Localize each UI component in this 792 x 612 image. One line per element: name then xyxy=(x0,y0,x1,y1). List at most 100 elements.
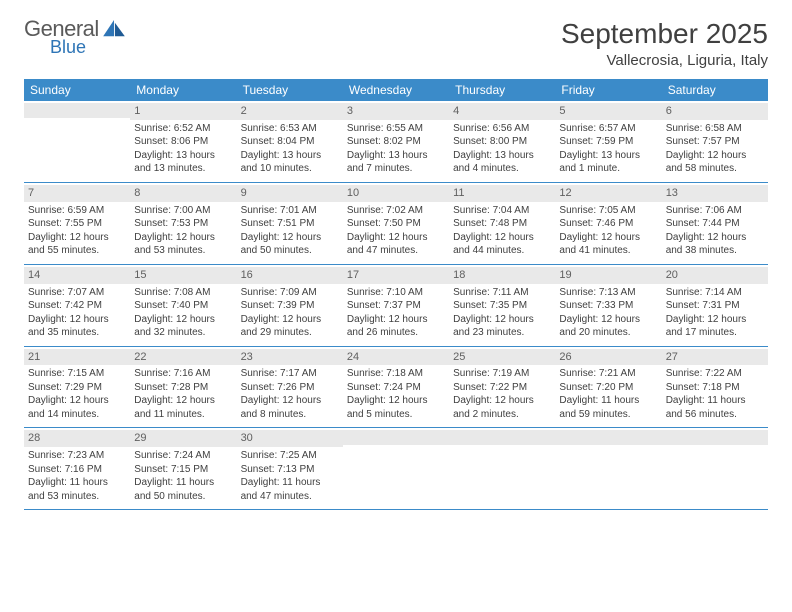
day-info-line: Daylight: 12 hours xyxy=(453,231,551,245)
day-info-line: and 2 minutes. xyxy=(453,408,551,422)
day-cell: 2Sunrise: 6:53 AMSunset: 8:04 PMDaylight… xyxy=(237,101,343,182)
day-info-line: and 5 minutes. xyxy=(347,408,445,422)
day-cell xyxy=(555,428,661,509)
day-info-line: Daylight: 12 hours xyxy=(666,149,764,163)
location-subtitle: Vallecrosia, Liguria, Italy xyxy=(561,52,768,69)
day-number: 19 xyxy=(555,267,661,284)
day-info-line: Sunset: 7:15 PM xyxy=(134,463,232,477)
day-cell: 27Sunrise: 7:22 AMSunset: 7:18 PMDayligh… xyxy=(662,347,768,428)
day-cell xyxy=(662,428,768,509)
day-cell: 9Sunrise: 7:01 AMSunset: 7:51 PMDaylight… xyxy=(237,183,343,264)
day-number: 11 xyxy=(449,185,555,202)
weekday-header-row: SundayMondayTuesdayWednesdayThursdayFrid… xyxy=(24,79,768,101)
day-info-line: Daylight: 12 hours xyxy=(559,313,657,327)
day-number: 10 xyxy=(343,185,449,202)
weekday-header: Tuesday xyxy=(237,79,343,101)
day-info-line: Daylight: 12 hours xyxy=(134,313,232,327)
day-info-line: Daylight: 13 hours xyxy=(241,149,339,163)
day-info-line: Sunrise: 7:05 AM xyxy=(559,204,657,218)
day-info-line: and 44 minutes. xyxy=(453,244,551,258)
day-cell: 14Sunrise: 7:07 AMSunset: 7:42 PMDayligh… xyxy=(24,265,130,346)
day-number: 17 xyxy=(343,267,449,284)
day-number: 5 xyxy=(555,103,661,120)
day-cell: 5Sunrise: 6:57 AMSunset: 7:59 PMDaylight… xyxy=(555,101,661,182)
day-cell: 29Sunrise: 7:24 AMSunset: 7:15 PMDayligh… xyxy=(130,428,236,509)
month-title: September 2025 xyxy=(561,18,768,50)
day-number: 16 xyxy=(237,267,343,284)
week-row: 21Sunrise: 7:15 AMSunset: 7:29 PMDayligh… xyxy=(24,347,768,429)
day-info-line: Sunrise: 6:57 AM xyxy=(559,122,657,136)
day-cell: 20Sunrise: 7:14 AMSunset: 7:31 PMDayligh… xyxy=(662,265,768,346)
day-info-line: Daylight: 12 hours xyxy=(666,231,764,245)
calendar-body: 1Sunrise: 6:52 AMSunset: 8:06 PMDaylight… xyxy=(24,101,768,510)
day-info-line: Daylight: 12 hours xyxy=(347,313,445,327)
day-info-line: Sunset: 7:20 PM xyxy=(559,381,657,395)
day-info-line: Daylight: 11 hours xyxy=(28,476,126,490)
header: General Blue September 2025 Vallecrosia,… xyxy=(24,18,768,69)
day-number: 9 xyxy=(237,185,343,202)
day-cell xyxy=(343,428,449,509)
day-info-line: Sunrise: 6:58 AM xyxy=(666,122,764,136)
day-info-line: Daylight: 12 hours xyxy=(134,394,232,408)
day-info-line: and 10 minutes. xyxy=(241,162,339,176)
day-info-line: Sunset: 7:13 PM xyxy=(241,463,339,477)
day-cell: 13Sunrise: 7:06 AMSunset: 7:44 PMDayligh… xyxy=(662,183,768,264)
day-info-line: Sunrise: 7:10 AM xyxy=(347,286,445,300)
day-info-line: Sunrise: 7:02 AM xyxy=(347,204,445,218)
day-cell: 8Sunrise: 7:00 AMSunset: 7:53 PMDaylight… xyxy=(130,183,236,264)
day-cell: 6Sunrise: 6:58 AMSunset: 7:57 PMDaylight… xyxy=(662,101,768,182)
day-info-line: Sunset: 7:29 PM xyxy=(28,381,126,395)
day-info-line: and 23 minutes. xyxy=(453,326,551,340)
day-info-line: Daylight: 13 hours xyxy=(453,149,551,163)
day-info-line: Sunset: 7:31 PM xyxy=(666,299,764,313)
day-info-line: and 38 minutes. xyxy=(666,244,764,258)
day-info-line: and 20 minutes. xyxy=(559,326,657,340)
day-cell xyxy=(24,101,130,182)
day-info-line: Sunrise: 7:06 AM xyxy=(666,204,764,218)
day-number xyxy=(449,430,555,445)
day-cell: 19Sunrise: 7:13 AMSunset: 7:33 PMDayligh… xyxy=(555,265,661,346)
day-info-line: Sunset: 7:16 PM xyxy=(28,463,126,477)
day-info-line: Sunset: 7:37 PM xyxy=(347,299,445,313)
weekday-header: Saturday xyxy=(662,79,768,101)
day-info-line: and 50 minutes. xyxy=(241,244,339,258)
day-info-line: Sunrise: 7:00 AM xyxy=(134,204,232,218)
day-info-line: Sunset: 7:57 PM xyxy=(666,135,764,149)
day-info-line: Sunset: 8:04 PM xyxy=(241,135,339,149)
day-number: 8 xyxy=(130,185,236,202)
day-info-line: and 53 minutes. xyxy=(28,490,126,504)
day-cell: 22Sunrise: 7:16 AMSunset: 7:28 PMDayligh… xyxy=(130,347,236,428)
day-info-line: Sunrise: 7:15 AM xyxy=(28,367,126,381)
day-info-line: Daylight: 12 hours xyxy=(559,231,657,245)
day-cell: 3Sunrise: 6:55 AMSunset: 8:02 PMDaylight… xyxy=(343,101,449,182)
day-info-line: Sunrise: 7:17 AM xyxy=(241,367,339,381)
day-info-line: Sunset: 7:59 PM xyxy=(559,135,657,149)
day-info-line: Sunrise: 7:18 AM xyxy=(347,367,445,381)
day-number xyxy=(343,430,449,445)
day-cell: 12Sunrise: 7:05 AMSunset: 7:46 PMDayligh… xyxy=(555,183,661,264)
day-info-line: Sunset: 8:06 PM xyxy=(134,135,232,149)
day-cell: 16Sunrise: 7:09 AMSunset: 7:39 PMDayligh… xyxy=(237,265,343,346)
day-number: 15 xyxy=(130,267,236,284)
day-cell: 7Sunrise: 6:59 AMSunset: 7:55 PMDaylight… xyxy=(24,183,130,264)
day-cell: 28Sunrise: 7:23 AMSunset: 7:16 PMDayligh… xyxy=(24,428,130,509)
day-cell: 11Sunrise: 7:04 AMSunset: 7:48 PMDayligh… xyxy=(449,183,555,264)
day-info-line: Daylight: 13 hours xyxy=(134,149,232,163)
day-info-line: Sunrise: 7:24 AM xyxy=(134,449,232,463)
day-info-line: Daylight: 11 hours xyxy=(666,394,764,408)
weekday-header: Thursday xyxy=(449,79,555,101)
day-info-line: Daylight: 13 hours xyxy=(347,149,445,163)
day-number xyxy=(662,430,768,445)
day-info-line: Sunset: 7:28 PM xyxy=(134,381,232,395)
day-info-line: and 35 minutes. xyxy=(28,326,126,340)
day-info-line: Sunrise: 6:59 AM xyxy=(28,204,126,218)
day-number: 26 xyxy=(555,349,661,366)
calendar: SundayMondayTuesdayWednesdayThursdayFrid… xyxy=(24,79,768,510)
week-row: 28Sunrise: 7:23 AMSunset: 7:16 PMDayligh… xyxy=(24,428,768,510)
day-info-line: and 47 minutes. xyxy=(241,490,339,504)
logo-word-blue: Blue xyxy=(50,38,99,56)
day-info-line: and 7 minutes. xyxy=(347,162,445,176)
day-info-line: Sunset: 7:51 PM xyxy=(241,217,339,231)
day-cell: 15Sunrise: 7:08 AMSunset: 7:40 PMDayligh… xyxy=(130,265,236,346)
weekday-header: Friday xyxy=(555,79,661,101)
